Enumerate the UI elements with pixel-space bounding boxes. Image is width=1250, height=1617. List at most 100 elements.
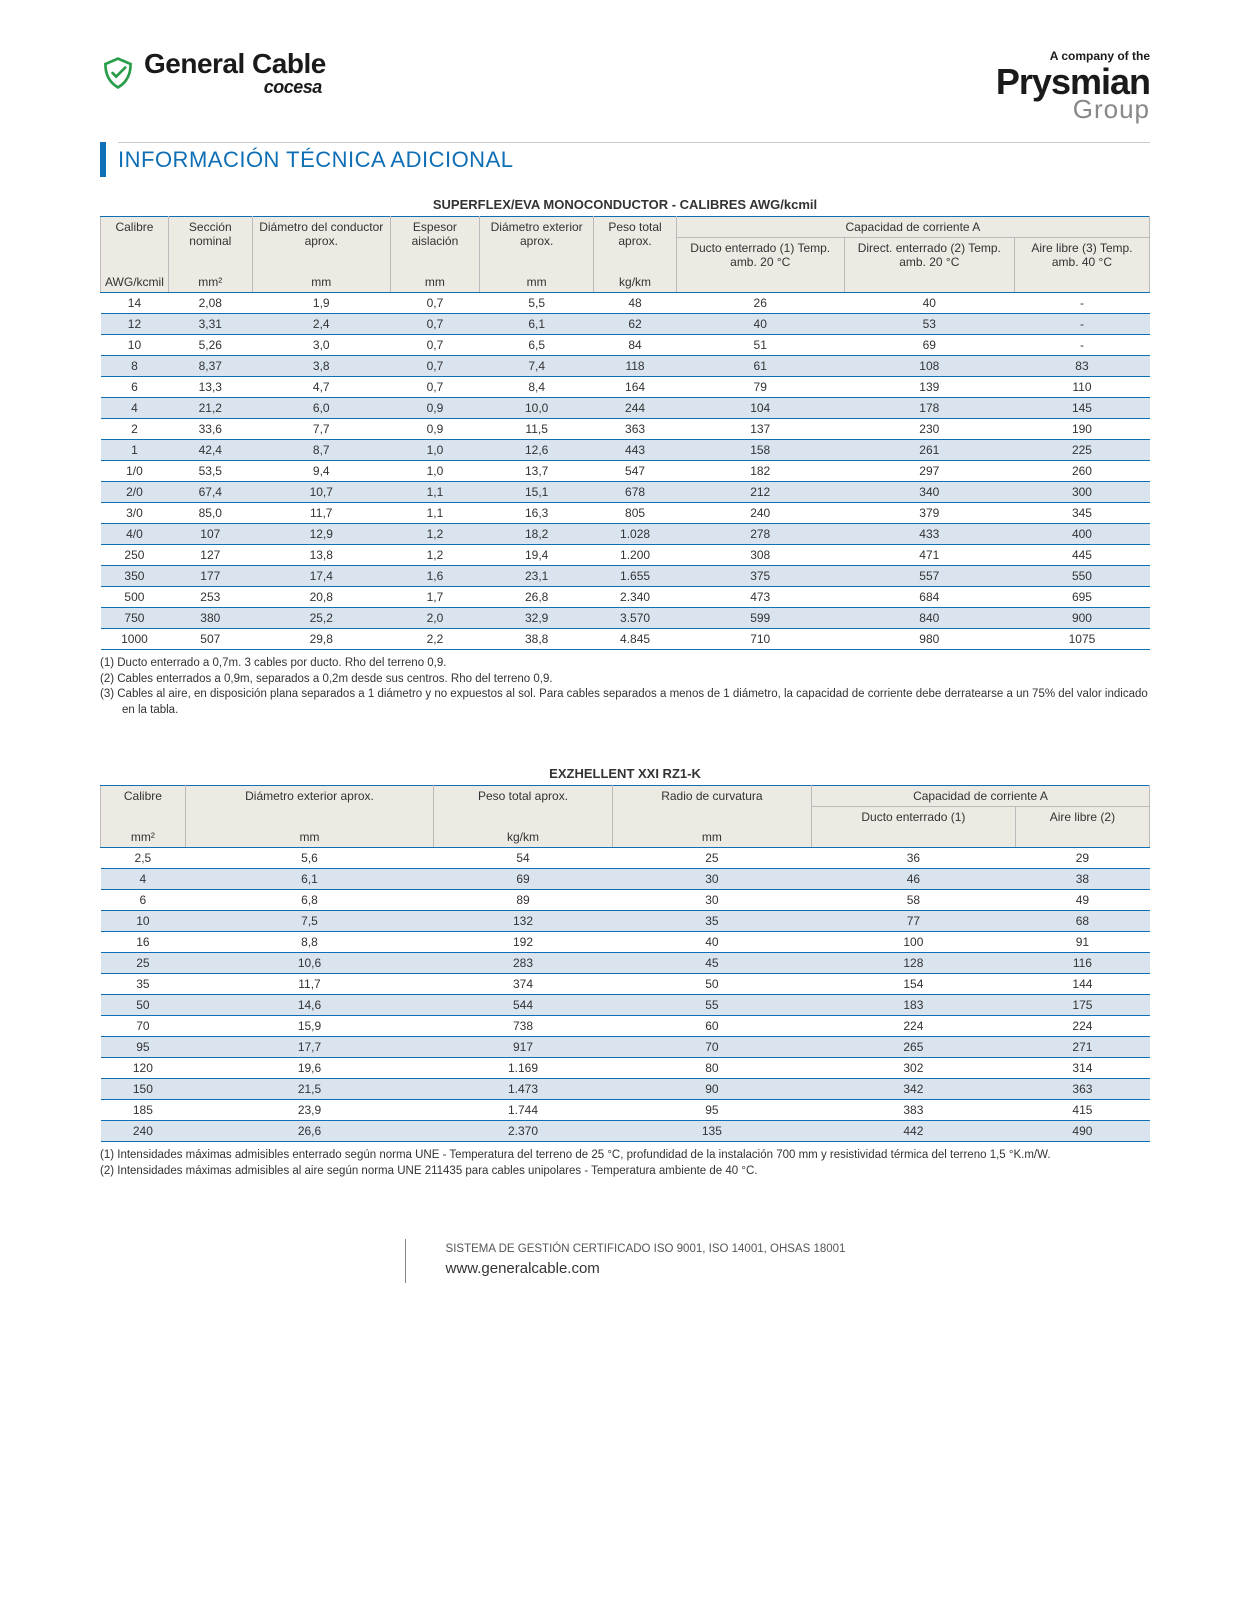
table-cell: 135 — [612, 1121, 811, 1142]
table-cell: 500 — [101, 587, 169, 608]
table-cell: 1,2 — [390, 545, 479, 566]
table-cell: 750 — [101, 608, 169, 629]
table-cell: 55 — [612, 995, 811, 1016]
table-row: 50025320,81,726,82.340473684695 — [101, 587, 1150, 608]
table-cell: 805 — [594, 503, 676, 524]
table-cell: 302 — [811, 1058, 1015, 1079]
table-cell: 0,7 — [390, 314, 479, 335]
th2-unit-mm2: mm² — [101, 827, 186, 848]
table-cell: 104 — [676, 398, 844, 419]
table-row: 421,26,00,910,0244104178145 — [101, 398, 1150, 419]
table-cell: 599 — [676, 608, 844, 629]
table-cell: 40 — [844, 293, 1014, 314]
table-cell: 8,4 — [480, 377, 594, 398]
table-cell: 69 — [844, 335, 1014, 356]
table-cell: 253 — [168, 587, 252, 608]
table-cell: 415 — [1015, 1100, 1149, 1121]
table-cell: 1 — [101, 440, 169, 461]
table-cell: 20,8 — [252, 587, 390, 608]
table-cell: 0,9 — [390, 398, 479, 419]
table-cell: 5,26 — [168, 335, 252, 356]
table-cell: 51 — [676, 335, 844, 356]
table-cell: 29 — [1015, 848, 1149, 869]
table-row: 88,373,80,77,41186110883 — [101, 356, 1150, 377]
table-cell: 547 — [594, 461, 676, 482]
table-cell: 17,7 — [185, 1037, 433, 1058]
th-peso: Peso total aprox. — [594, 217, 676, 273]
table-cell: 70 — [612, 1037, 811, 1058]
table-cell: 50 — [612, 974, 811, 995]
table2: Calibre Diámetro exterior aprox. Peso to… — [100, 785, 1150, 1142]
table-cell: 917 — [434, 1037, 613, 1058]
table-cell: 2,0 — [390, 608, 479, 629]
table-cell: 1.473 — [434, 1079, 613, 1100]
table-cell: 224 — [1015, 1016, 1149, 1037]
table-cell: 45 — [612, 953, 811, 974]
table-cell: 53,5 — [168, 461, 252, 482]
table-cell: 40 — [612, 932, 811, 953]
table-cell: 33,6 — [168, 419, 252, 440]
table-cell: 13,7 — [480, 461, 594, 482]
table-cell: 29,8 — [252, 629, 390, 650]
table-cell: 1,0 — [390, 461, 479, 482]
table-cell: 70 — [101, 1016, 186, 1037]
th-unit-mm: mm — [390, 272, 479, 293]
table-cell: 1000 — [101, 629, 169, 650]
table-row: 613,34,70,78,416479139110 — [101, 377, 1150, 398]
th-cap2: Direct. enterrado (2) Temp. amb. 20 °C — [844, 238, 1014, 273]
table-cell: 144 — [1015, 974, 1149, 995]
table-cell: 261 — [844, 440, 1014, 461]
table-cell: 8,7 — [252, 440, 390, 461]
table-cell: 177 — [168, 566, 252, 587]
table-cell: 12,6 — [480, 440, 594, 461]
th-unit-mm: mm — [252, 272, 390, 293]
table2-head: Calibre Diámetro exterior aprox. Peso to… — [101, 786, 1150, 848]
table-cell: 297 — [844, 461, 1014, 482]
table-cell: 1.655 — [594, 566, 676, 587]
table-cell: 38,8 — [480, 629, 594, 650]
th2-cap1: Ducto enterrado (1) — [811, 807, 1015, 828]
table-cell: 15,1 — [480, 482, 594, 503]
table-row: 233,67,70,911,5363137230190 — [101, 419, 1150, 440]
table-cell: 11,7 — [252, 503, 390, 524]
th-cap-group: Capacidad de corriente A — [676, 217, 1149, 238]
table-cell: 182 — [676, 461, 844, 482]
table-cell: 5,5 — [480, 293, 594, 314]
table-cell: 374 — [434, 974, 613, 995]
table-cell: 4 — [101, 869, 186, 890]
table-cell: 2,2 — [390, 629, 479, 650]
table-cell: 738 — [434, 1016, 613, 1037]
th-unit-awg: AWG/kcmil — [101, 272, 169, 293]
table-cell: 17,4 — [252, 566, 390, 587]
table-cell: - — [1014, 293, 1149, 314]
table2-note-1: (1) Intensidades máximas admisibles ente… — [100, 1148, 1150, 1164]
table-cell: 4,7 — [252, 377, 390, 398]
th2-radio: Radio de curvatura — [612, 786, 811, 828]
table-cell: 314 — [1015, 1058, 1149, 1079]
table-cell: 225 — [1014, 440, 1149, 461]
table-cell: 69 — [434, 869, 613, 890]
table-cell: 35 — [612, 911, 811, 932]
section-title-bar: INFORMACIÓN TÉCNICA ADICIONAL — [100, 142, 1150, 177]
table-cell: 25 — [101, 953, 186, 974]
table-cell: 2,4 — [252, 314, 390, 335]
table-cell: 18,2 — [480, 524, 594, 545]
table-cell: 6,5 — [480, 335, 594, 356]
table-cell: 471 — [844, 545, 1014, 566]
table-cell: 375 — [676, 566, 844, 587]
table-cell: 363 — [1015, 1079, 1149, 1100]
table-cell: 6,0 — [252, 398, 390, 419]
table-cell: 60 — [612, 1016, 811, 1037]
table-cell: 13,3 — [168, 377, 252, 398]
table-cell: 46 — [811, 869, 1015, 890]
table2-note-2: (2) Intensidades máximas admisibles al a… — [100, 1164, 1150, 1180]
table-cell: 3,0 — [252, 335, 390, 356]
th-espesor: Espesor aislación — [390, 217, 479, 273]
table2-body: 2,55,65425362946,16930463866,88930584910… — [101, 848, 1150, 1142]
table-cell: 1075 — [1014, 629, 1149, 650]
table-cell: 12 — [101, 314, 169, 335]
th2-diam-ext: Diámetro exterior aprox. — [185, 786, 433, 828]
table-cell: 1.200 — [594, 545, 676, 566]
table-cell: 79 — [676, 377, 844, 398]
table-cell: 16,3 — [480, 503, 594, 524]
